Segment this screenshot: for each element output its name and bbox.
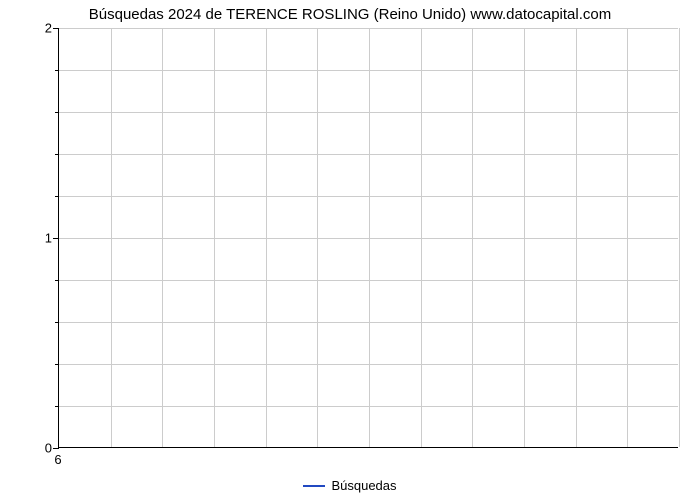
gridline-vertical xyxy=(627,28,628,447)
ytick-major xyxy=(53,448,59,449)
x-axis-label: 6 xyxy=(54,452,61,467)
chart-container: Búsquedas 2024 de TERENCE ROSLING (Reino… xyxy=(0,0,700,500)
ytick-major xyxy=(53,238,59,239)
legend-label: Búsquedas xyxy=(331,478,396,493)
gridline-vertical xyxy=(266,28,267,447)
chart-legend: Búsquedas xyxy=(0,477,700,493)
ytick-minor xyxy=(55,364,59,365)
ytick-minor xyxy=(55,280,59,281)
gridline-vertical xyxy=(369,28,370,447)
ytick-minor xyxy=(55,112,59,113)
gridline-vertical xyxy=(162,28,163,447)
legend-line-icon xyxy=(303,485,325,487)
gridline-vertical xyxy=(317,28,318,447)
gridline-vertical xyxy=(524,28,525,447)
ytick-minor xyxy=(55,154,59,155)
gridline-vertical xyxy=(472,28,473,447)
ytick-minor xyxy=(55,322,59,323)
ytick-minor xyxy=(55,406,59,407)
plot-area xyxy=(58,28,678,448)
y-axis-label: 0 xyxy=(12,441,52,456)
gridline-vertical xyxy=(421,28,422,447)
gridline-vertical xyxy=(214,28,215,447)
y-axis-label: 1 xyxy=(12,231,52,246)
ytick-minor xyxy=(55,196,59,197)
ytick-major xyxy=(53,28,59,29)
y-axis-label: 2 xyxy=(12,21,52,36)
ytick-minor xyxy=(55,70,59,71)
gridline-vertical xyxy=(679,28,680,447)
gridline-vertical xyxy=(576,28,577,447)
chart-title: Búsquedas 2024 de TERENCE ROSLING (Reino… xyxy=(0,6,700,23)
gridline-vertical xyxy=(111,28,112,447)
